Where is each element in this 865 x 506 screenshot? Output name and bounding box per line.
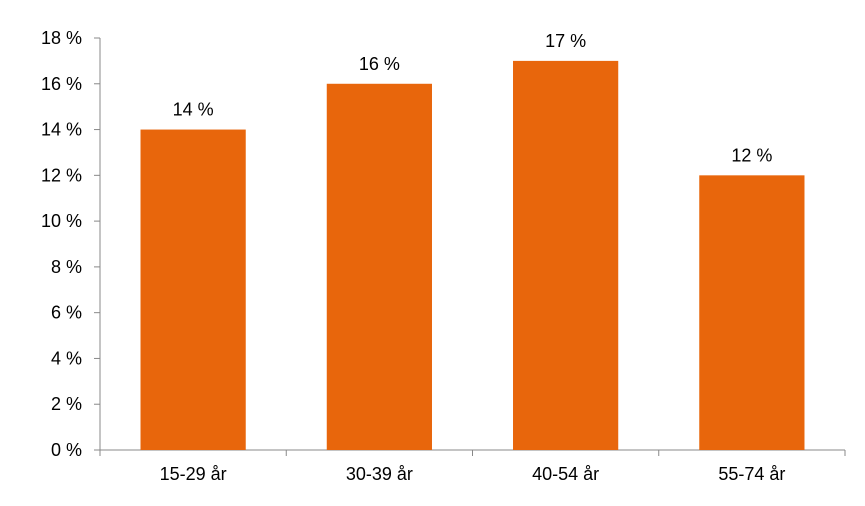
y-tick-label: 12 % xyxy=(41,165,82,185)
bar xyxy=(326,83,432,451)
x-axis: 15-29 år 30-39 år 40-54 år 55-74 år xyxy=(99,449,846,484)
data-labels: 14 % 16 % 17 % 12 % xyxy=(173,31,773,165)
y-tick-label: 16 % xyxy=(41,74,82,94)
data-label: 17 % xyxy=(545,31,586,51)
y-tick-label: 6 % xyxy=(51,303,82,323)
y-tick-label: 8 % xyxy=(51,257,82,277)
data-label: 12 % xyxy=(731,145,772,165)
y-axis: 0 % 2 % 4 % 6 % 8 % 10 % 12 % 14 % 16 % 18 % xyxy=(41,28,101,460)
x-tick-label: 55-74 år xyxy=(718,464,785,484)
bar xyxy=(699,175,805,451)
bar xyxy=(140,129,246,451)
y-tick-label: 0 % xyxy=(51,440,82,460)
bar xyxy=(513,60,619,451)
bars xyxy=(140,60,805,451)
data-label: 14 % xyxy=(173,100,214,120)
y-tick-label: 4 % xyxy=(51,348,82,368)
x-tick-label: 40-54 år xyxy=(532,464,599,484)
x-tick-label: 15-29 år xyxy=(160,464,227,484)
y-tick-label: 18 % xyxy=(41,28,82,48)
y-tick-label: 14 % xyxy=(41,120,82,140)
data-label: 16 % xyxy=(359,54,400,74)
y-tick-label: 2 % xyxy=(51,394,82,414)
x-tick-label: 30-39 år xyxy=(346,464,413,484)
y-tick-label: 10 % xyxy=(41,211,82,231)
